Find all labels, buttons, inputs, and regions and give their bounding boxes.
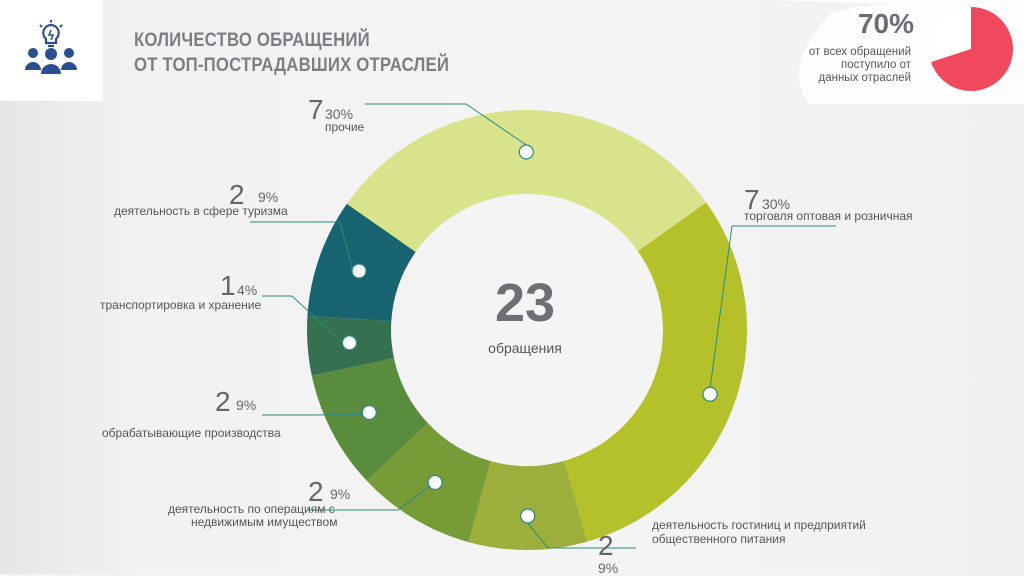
realty-label-line-2: недвижимым имуществом [191, 515, 338, 529]
realty-percent: 9% [330, 486, 351, 502]
realty-label-line-1: деятельность по операциям с [168, 502, 335, 516]
mini-pie-slice [931, 7, 1013, 91]
manufacturing-label: обрабатывающие производства [102, 426, 281, 440]
trade-count: 7 [744, 184, 760, 215]
segment-marker [518, 144, 534, 160]
hotels-label-line-2: общественного питания [652, 532, 786, 546]
title-line-1: КОЛИЧЕСТВО ОБРАЩЕНИЙ [134, 29, 370, 51]
page-title: КОЛИЧЕСТВО ОБРАЩЕНИЙ ОТ ТОП-ПОСТРАДАВШИХ… [134, 28, 450, 78]
summary-badge: 70% от всех обращений поступило от данны… [770, 0, 1024, 104]
donut-segment [346, 110, 707, 252]
segment-marker [520, 508, 536, 524]
realty-count: 2 [308, 476, 324, 507]
people-idea-icon [25, 20, 77, 74]
hotels-percent: 9% [598, 560, 619, 576]
donut-segment [564, 202, 747, 542]
title-line-2: ОТ ТОП-ПОСТРАДАВШИХ ОТРАСЛЕЙ [134, 54, 450, 76]
segment-marker [341, 335, 358, 351]
segment-marker [427, 474, 443, 491]
donut-segment [307, 203, 416, 322]
logo-panel [0, 0, 103, 101]
segment-marker [361, 404, 377, 421]
transport-count: 1 [220, 270, 236, 301]
donut-segment [468, 460, 588, 550]
leader-line [250, 221, 354, 272]
manufacturing-count: 2 [215, 386, 231, 417]
tourism-count: 2 [229, 179, 245, 210]
other-label: прочие [325, 120, 365, 134]
total-count: 23 [494, 273, 556, 333]
leader-line [709, 225, 836, 389]
leader-line [527, 522, 636, 549]
summary-note-line-1: от всех обращений [808, 46, 911, 58]
transport-label: транспортировка и хранение [100, 298, 262, 312]
summary-note-line-2: поступило от [840, 59, 911, 71]
segment-marker [351, 263, 367, 279]
segment-marker [702, 386, 718, 402]
leader-line [365, 103, 527, 146]
other-count: 7 [308, 94, 324, 125]
leader-line [262, 413, 363, 416]
hotels-count: 2 [598, 530, 614, 561]
trade-percent: 30% [762, 196, 791, 212]
tourism-percent: 9% [258, 189, 279, 205]
tourism-label: деятельность в сфере туризма [114, 204, 288, 218]
total-label: обращения [488, 340, 562, 356]
leader-line [262, 295, 343, 344]
manufacturing-percent: 9% [236, 397, 257, 413]
trade-label: торговля оптовая и розничная [744, 209, 913, 223]
other-percent: 30% [325, 106, 354, 122]
transport-percent: 4% [237, 282, 258, 298]
summary-percent: 70% [857, 8, 914, 39]
leader-line [308, 486, 430, 511]
hotels-label-line-1: деятельность гостиниц и предприятий [652, 518, 866, 532]
summary-note: от всех обращений поступило от данных от… [751, 46, 911, 85]
summary-note-line-3: данных отраслей [818, 72, 912, 84]
